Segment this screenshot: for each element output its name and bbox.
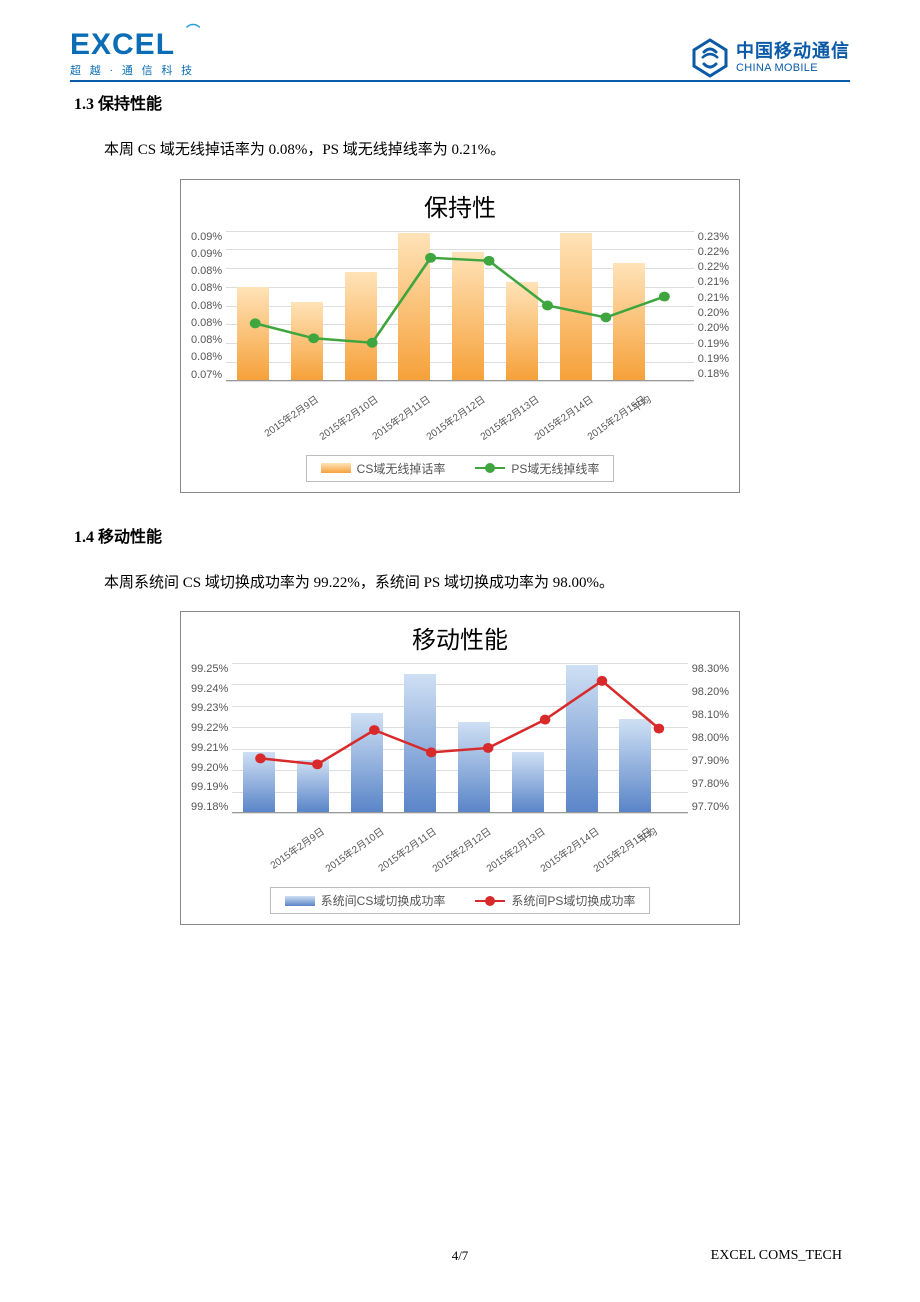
y-tick-label: 0.08% <box>191 282 222 294</box>
y-tick-label: 0.08% <box>191 351 222 363</box>
y-tick-label: 0.20% <box>698 307 729 319</box>
y-tick-label: 98.30% <box>692 663 729 675</box>
y-tick-label: 0.08% <box>191 317 222 329</box>
y-tick-label: 0.08% <box>191 300 222 312</box>
y-tick-label: 99.25% <box>191 663 228 675</box>
legend-swatch-bar <box>285 896 315 906</box>
section-1-4-title: 1.4 移动性能 <box>74 523 850 547</box>
x-tick-label: 2015年2月9日 <box>266 823 327 872</box>
y-tick-label: 0.07% <box>191 369 222 381</box>
x-tick-label: 2015年2月12日 <box>429 823 494 875</box>
y-axis-left: 99.25% 99.24% 99.23% 99.22% 99.21% 99.20% 99.1… <box>191 663 232 813</box>
y-tick-label: 98.10% <box>692 709 729 721</box>
excel-logo-sub: 超 越 · 通 信 科 技 <box>70 62 195 78</box>
wifi-arc-icon: ⌒ <box>186 24 201 38</box>
section-1-3-title: 1.3 保持性能 <box>74 90 850 114</box>
page-header: EXCEL⌒ 超 越 · 通 信 科 技 中国移动通信 CHINA MOBILE <box>70 30 850 82</box>
x-tick-label: 2015年2月11日 <box>369 391 433 442</box>
china-mobile-logo: 中国移动通信 CHINA MOBILE <box>690 38 850 78</box>
legend-item-bar: 系统间CS域切换成功率 <box>285 892 446 909</box>
y-tick-label: 97.80% <box>692 778 729 790</box>
legend-label: PS域无线掉线率 <box>511 460 599 477</box>
chart-title: 保持性 <box>191 188 729 223</box>
y-tick-label: 0.19% <box>698 353 729 365</box>
y-tick-label: 98.00% <box>692 732 729 744</box>
y-tick-label: 0.09% <box>191 248 222 260</box>
y-tick-label: 0.18% <box>698 368 729 380</box>
chart-legend: CS域无线掉话率 PS域无线掉线率 <box>306 455 615 482</box>
y-tick-label: 97.90% <box>692 755 729 767</box>
y-tick-label: 99.20% <box>191 762 228 774</box>
y-tick-label: 99.18% <box>191 801 228 813</box>
legend-label: 系统间CS域切换成功率 <box>321 892 446 909</box>
y-tick-label: 0.23% <box>698 231 729 243</box>
y-tick-label: 98.20% <box>692 686 729 698</box>
y-tick-label: 99.21% <box>191 742 228 754</box>
x-tick-label: 2015年2月10日 <box>321 823 386 875</box>
y-tick-label: 0.08% <box>191 265 222 277</box>
legend-item-bar: CS域无线掉话率 <box>321 460 446 477</box>
china-mobile-en: CHINA MOBILE <box>736 62 850 74</box>
legend-swatch-bar <box>321 463 351 473</box>
x-tick-label: 2015年2月11日 <box>375 823 439 874</box>
legend-swatch-line <box>475 461 505 475</box>
plot-area <box>226 231 694 381</box>
x-tick-label: 2015年2月12日 <box>423 391 488 443</box>
x-tick-label: 2015年2月13日 <box>476 391 541 443</box>
legend-label: CS域无线掉话率 <box>357 460 446 477</box>
x-axis: 2015年2月9日2015年2月10日2015年2月11日2015年2月12日2… <box>226 383 656 449</box>
excel-logo: EXCEL⌒ 超 越 · 通 信 科 技 <box>70 30 195 78</box>
chart-line-layer <box>226 231 694 380</box>
chart-line-layer <box>232 663 687 812</box>
y-axis-right: 0.23% 0.22% 0.22% 0.21% 0.21% 0.20% 0.20% 0.19%… <box>694 231 729 381</box>
excel-logo-text: EXCEL⌒ <box>70 30 195 60</box>
x-tick-label: 2015年2月10日 <box>315 391 380 443</box>
y-axis-right: 98.30% 98.20% 98.10% 98.00% 97.90% 97.80% 97.7… <box>688 663 729 813</box>
section-1-3-body: 本周 CS 域无线掉话率为 0.08%，PS 域无线掉线率为 0.21%。 <box>74 136 850 165</box>
y-tick-label: 97.70% <box>692 801 729 813</box>
x-tick-label: 2015年2月9日 <box>260 391 321 440</box>
legend-item-line: PS域无线掉线率 <box>475 460 599 477</box>
china-mobile-cn: 中国移动通信 <box>736 42 850 62</box>
x-tick-label: 2015年2月13日 <box>482 823 547 875</box>
y-tick-label: 99.22% <box>191 722 228 734</box>
footer-brand: EXCEL COMS_TECH <box>711 1248 842 1264</box>
y-tick-label: 0.22% <box>698 246 729 258</box>
china-mobile-icon <box>690 38 730 78</box>
y-tick-label: 99.23% <box>191 702 228 714</box>
legend-label: 系统间PS域切换成功率 <box>511 892 635 909</box>
section-1-4-body: 本周系统间 CS 域切换成功率为 99.22%，系统间 PS 域切换成功率为 9… <box>74 569 850 598</box>
y-tick-label: 0.20% <box>698 322 729 334</box>
legend-swatch-line <box>475 894 505 908</box>
x-tick-label: 2015年2月14日 <box>536 823 601 875</box>
y-tick-label: 0.21% <box>698 292 729 304</box>
y-tick-label: 0.19% <box>698 338 729 350</box>
chart-mobility: 移动性能 99.25% 99.24% 99.23% 99.22% 99.21% 99.20%… <box>180 611 740 925</box>
plot-area <box>232 663 687 813</box>
y-axis-left: 0.09% 0.09% 0.08% 0.08% 0.08% 0.08% 0.08% 0.08%… <box>191 231 226 381</box>
y-tick-label: 0.09% <box>191 231 222 243</box>
chart-legend: 系统间CS域切换成功率 系统间PS域切换成功率 <box>270 887 651 914</box>
legend-item-line: 系统间PS域切换成功率 <box>475 892 635 909</box>
y-tick-label: 0.22% <box>698 261 729 273</box>
x-axis: 2015年2月9日2015年2月10日2015年2月11日2015年2月12日2… <box>232 815 662 881</box>
y-tick-label: 99.19% <box>191 781 228 793</box>
chart-retention: 保持性0.09%0.09%0.08%0.08%0.08%0.08%0.08%0.… <box>180 179 740 493</box>
y-tick-label: 0.08% <box>191 334 222 346</box>
chart-title: 移动性能 <box>191 620 729 655</box>
y-tick-label: 99.24% <box>191 683 228 695</box>
y-tick-label: 0.21% <box>698 276 729 288</box>
